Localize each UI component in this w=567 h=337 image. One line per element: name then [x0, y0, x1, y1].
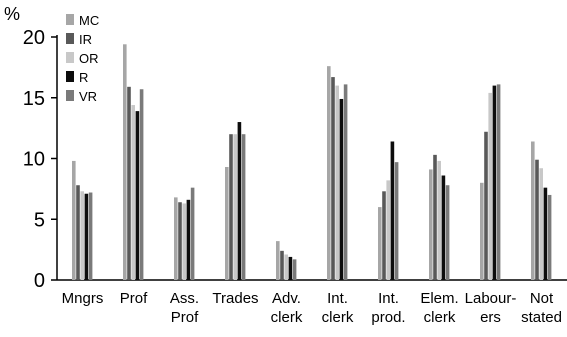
legend-label: IR — [79, 32, 92, 47]
bar-r — [186, 199, 191, 280]
x-category-label: Labour- — [465, 290, 517, 307]
bar-r — [543, 187, 548, 280]
bar-r — [339, 98, 344, 280]
y-tick-label: 5 — [34, 209, 45, 231]
x-category-label: Prof — [171, 309, 199, 326]
bar-vr — [496, 84, 501, 280]
bar-or — [233, 134, 237, 280]
bar-r — [492, 85, 497, 280]
bar-ir — [433, 154, 437, 280]
x-category-label: Trades — [212, 290, 258, 307]
x-category-label: stated — [521, 309, 562, 326]
legend-swatch — [66, 90, 74, 101]
bar-vr — [547, 194, 552, 280]
bar-mc — [123, 44, 127, 280]
x-category-label: Prof — [120, 290, 148, 307]
bar-vr — [241, 134, 246, 280]
bar-r — [84, 193, 89, 280]
bar-r — [237, 122, 242, 280]
bar-ir — [382, 191, 386, 280]
x-category-label: ers — [480, 309, 501, 326]
bar-r — [135, 111, 140, 281]
bar-vr — [343, 84, 348, 280]
bar-ir — [76, 185, 80, 280]
bar-mc — [378, 207, 382, 280]
legend-swatch — [66, 33, 74, 44]
x-category-label: Not — [530, 290, 554, 307]
bar-ir — [127, 86, 131, 280]
legend-label: R — [79, 70, 88, 85]
legend: MC IR OR R VR — [66, 13, 99, 104]
y-tick-label: 0 — [34, 270, 45, 292]
bar-ir — [484, 131, 488, 280]
bar-mc — [276, 241, 280, 280]
legend-swatch — [66, 14, 74, 25]
y-tick-label: 15 — [23, 88, 45, 110]
legend-label: OR — [79, 51, 99, 66]
bar-r — [390, 141, 395, 280]
bar-or — [386, 180, 390, 280]
legend-swatch — [66, 52, 74, 63]
bar-ir — [535, 159, 539, 280]
bar-ir — [229, 134, 233, 280]
bar-vr — [139, 89, 144, 281]
bar-vr — [88, 192, 93, 280]
y-tick-label: 10 — [23, 149, 45, 171]
legend-label: VR — [79, 89, 97, 104]
bar-vr — [394, 162, 399, 280]
x-category-label: clerk — [322, 309, 354, 326]
x-category-label: Int. — [327, 290, 348, 307]
x-category-label: Elem. — [420, 290, 458, 307]
bar-mc — [174, 197, 178, 280]
y-axis: 0 5 10 15 20 — [23, 27, 58, 292]
x-category-label: prod. — [371, 309, 405, 326]
bar-ir — [331, 77, 335, 280]
bar-or — [284, 254, 288, 280]
x-axis: Mngrs Prof Ass. Prof Trades Adv. clerk Int. cler… — [57, 279, 567, 326]
bar-mc — [480, 182, 484, 280]
bar-r — [288, 256, 293, 280]
y-unit-label: % — [4, 4, 20, 24]
x-category-label: Ass. — [170, 290, 199, 307]
x-category-label: clerk — [271, 309, 303, 326]
bar-vr — [190, 187, 195, 280]
bar-or — [131, 105, 135, 280]
bar-mc — [72, 160, 76, 280]
bar-or — [437, 160, 441, 280]
legend-swatch — [66, 71, 74, 82]
y-tick-label: 20 — [23, 27, 45, 49]
bar-vr — [445, 185, 450, 280]
bar-or — [539, 168, 543, 280]
bar-or — [335, 85, 339, 280]
bar-mc — [225, 167, 229, 280]
x-category-label: Mngrs — [62, 290, 104, 307]
bar-mc — [327, 66, 331, 280]
bar-or — [488, 92, 492, 280]
bar-ir — [178, 202, 182, 280]
bar-vr — [292, 259, 297, 280]
x-category-label: clerk — [424, 309, 456, 326]
x-category-label: Int. — [378, 290, 399, 307]
bar-mc — [429, 169, 433, 280]
bar-or — [80, 191, 84, 280]
bar-ir — [280, 250, 284, 280]
legend-label: MC — [79, 13, 99, 28]
bar-mc — [531, 141, 535, 280]
bars — [72, 44, 552, 281]
bar-r — [441, 175, 446, 280]
bar-or — [182, 203, 186, 280]
x-category-label: Adv. — [272, 290, 301, 307]
